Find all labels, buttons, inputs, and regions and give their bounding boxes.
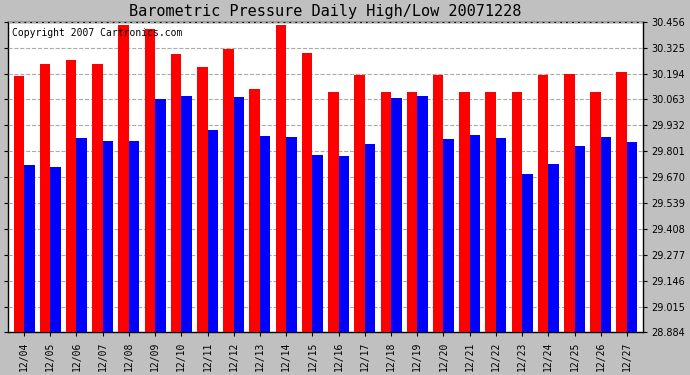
- Bar: [92, 64, 103, 332]
- Bar: [355, 75, 365, 332]
- Bar: [302, 53, 313, 332]
- Bar: [391, 98, 402, 332]
- Bar: [564, 74, 575, 332]
- Bar: [417, 96, 428, 332]
- Bar: [313, 155, 323, 332]
- Bar: [433, 75, 444, 332]
- Bar: [627, 142, 638, 332]
- Bar: [181, 96, 192, 332]
- Text: Copyright 2007 Cartronics.com: Copyright 2007 Cartronics.com: [12, 28, 182, 38]
- Bar: [470, 135, 480, 332]
- Bar: [66, 60, 77, 332]
- Bar: [145, 29, 155, 332]
- Bar: [496, 138, 506, 332]
- Bar: [14, 76, 24, 332]
- Bar: [77, 138, 87, 332]
- Bar: [522, 174, 533, 332]
- Bar: [155, 99, 166, 332]
- Bar: [590, 92, 601, 332]
- Bar: [575, 147, 585, 332]
- Bar: [129, 141, 139, 332]
- Bar: [328, 92, 339, 332]
- Bar: [381, 92, 391, 332]
- Bar: [171, 54, 181, 332]
- Bar: [119, 25, 129, 332]
- Bar: [616, 72, 627, 332]
- Bar: [260, 136, 270, 332]
- Bar: [511, 92, 522, 332]
- Bar: [601, 136, 611, 332]
- Bar: [197, 68, 208, 332]
- Bar: [365, 144, 375, 332]
- Bar: [339, 156, 349, 332]
- Bar: [444, 138, 454, 332]
- Title: Barometric Pressure Daily High/Low 20071228: Barometric Pressure Daily High/Low 20071…: [129, 4, 522, 19]
- Bar: [103, 141, 113, 332]
- Bar: [40, 64, 50, 332]
- Bar: [407, 92, 417, 332]
- Bar: [485, 92, 496, 332]
- Bar: [459, 92, 470, 332]
- Bar: [50, 167, 61, 332]
- Bar: [250, 89, 260, 332]
- Bar: [208, 130, 218, 332]
- Bar: [24, 165, 34, 332]
- Bar: [234, 97, 244, 332]
- Bar: [538, 75, 549, 332]
- Bar: [286, 136, 297, 332]
- Bar: [549, 164, 559, 332]
- Bar: [224, 49, 234, 332]
- Bar: [276, 25, 286, 332]
